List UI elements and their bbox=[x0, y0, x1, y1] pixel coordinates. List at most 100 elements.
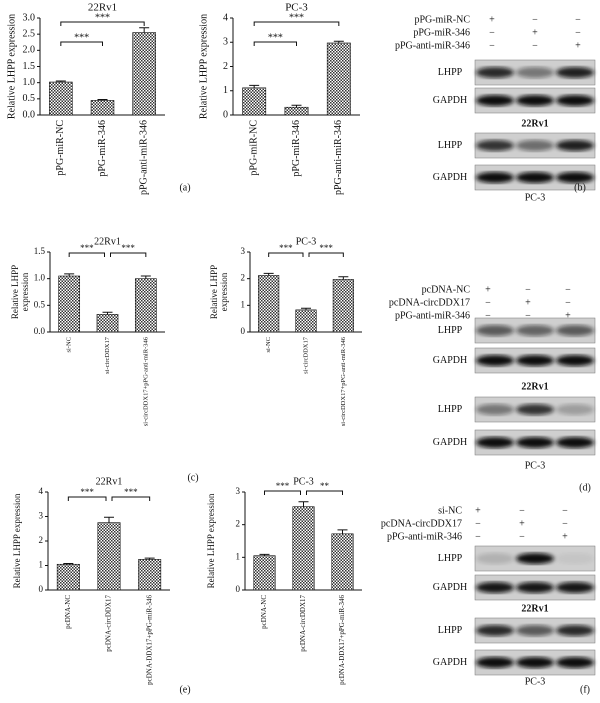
significance-label: *** bbox=[289, 12, 304, 23]
condition-label: si-NC bbox=[438, 505, 462, 516]
band-label: LHPP bbox=[438, 625, 463, 636]
band bbox=[476, 95, 514, 106]
band-label: GAPDH bbox=[433, 95, 467, 106]
band bbox=[556, 325, 594, 336]
band bbox=[476, 172, 514, 183]
band bbox=[476, 625, 514, 636]
band bbox=[516, 355, 554, 366]
error-bar bbox=[102, 311, 113, 315]
error-bar bbox=[63, 563, 74, 565]
y-axis-label: Relative LHPP expression bbox=[6, 14, 17, 119]
y-axis-label: Relative LHPP expression bbox=[12, 493, 22, 588]
y-axis-label: Relative LHPP bbox=[10, 265, 20, 319]
bar bbox=[258, 275, 280, 333]
condition-sign: − bbox=[525, 310, 531, 321]
panel-label: (e) bbox=[179, 684, 190, 695]
error-bar bbox=[97, 98, 108, 101]
y-tick-label: 2.0 bbox=[23, 45, 36, 56]
error-bar bbox=[291, 104, 302, 108]
bar bbox=[97, 522, 121, 591]
y-tick-label: 1 bbox=[236, 551, 241, 561]
band bbox=[516, 95, 554, 106]
condition-sign: − bbox=[475, 518, 481, 529]
bar bbox=[331, 533, 354, 591]
band bbox=[556, 67, 594, 78]
condition-sign: − bbox=[532, 14, 538, 25]
x-tick-label: si-circDDX17+pPG-anti-miR-346 bbox=[142, 336, 149, 426]
cell-line-label: 22Rv1 bbox=[521, 381, 548, 392]
error-bar bbox=[139, 27, 150, 33]
significance-label: *** bbox=[319, 243, 333, 253]
significance-bracket bbox=[268, 252, 304, 257]
error-bar bbox=[263, 272, 274, 276]
bar bbox=[96, 314, 119, 333]
band-label: GAPDH bbox=[433, 355, 467, 366]
significance-bracket bbox=[60, 21, 145, 26]
significance-label: ** bbox=[320, 481, 330, 491]
bar bbox=[292, 506, 315, 591]
significance-label: *** bbox=[80, 243, 94, 253]
condition-sign: + bbox=[565, 310, 571, 321]
band bbox=[476, 437, 514, 448]
condition-sign: + bbox=[475, 505, 481, 516]
band bbox=[476, 355, 514, 366]
cell-line-label: PC-3 bbox=[525, 460, 546, 471]
error-bar bbox=[259, 553, 270, 556]
y-axis-label: Relative LHPP expression bbox=[198, 14, 209, 119]
band bbox=[476, 67, 514, 78]
y-axis-label: Relative LHPP bbox=[209, 265, 219, 319]
x-tick-label: si-circDDX17+pPG-anti-miR-346 bbox=[340, 336, 347, 426]
significance-label: *** bbox=[95, 12, 110, 23]
chart-title: PC-3 bbox=[285, 2, 308, 14]
chart-title: PC-3 bbox=[293, 476, 314, 487]
significance-bracket bbox=[110, 252, 147, 257]
band bbox=[556, 140, 594, 151]
condition-sign: − bbox=[519, 531, 525, 542]
y-tick-label: 0 bbox=[241, 326, 246, 336]
y-tick-label: 3 bbox=[241, 246, 246, 256]
condition-label: pPG-anti-miR-346 bbox=[395, 40, 470, 51]
band bbox=[516, 553, 554, 564]
band-label: LHPP bbox=[438, 404, 463, 415]
condition-label: pcDNA-circDDX17 bbox=[389, 297, 470, 308]
band-label: GAPDH bbox=[433, 172, 467, 183]
condition-label: pPG-anti-miR-346 bbox=[387, 531, 462, 542]
band-label: LHPP bbox=[438, 140, 463, 151]
band bbox=[556, 553, 594, 564]
y-tick-label: 1 bbox=[39, 560, 44, 570]
bar bbox=[295, 309, 317, 333]
bar bbox=[242, 87, 267, 116]
y-axis-label: expression bbox=[219, 272, 229, 311]
chart-title: 22Rv1 bbox=[88, 2, 117, 14]
y-tick-label: 0 bbox=[39, 584, 44, 594]
y-tick-label: 1.0 bbox=[23, 77, 36, 88]
error-bar bbox=[144, 557, 155, 560]
x-tick-label: si-NC bbox=[66, 337, 73, 353]
band-label: LHPP bbox=[438, 67, 463, 78]
condition-sign: − bbox=[532, 40, 538, 51]
band bbox=[556, 404, 594, 415]
cell-line-label: PC-3 bbox=[525, 676, 546, 687]
y-tick-label: 0.5 bbox=[34, 299, 46, 309]
error-bar bbox=[333, 40, 344, 43]
significance-label: *** bbox=[74, 32, 89, 43]
condition-sign: + bbox=[532, 27, 538, 38]
x-tick-label: pPG-miR-346 bbox=[97, 120, 108, 177]
band-label: LHPP bbox=[438, 553, 463, 564]
y-tick-label: 4 bbox=[223, 12, 228, 23]
band bbox=[556, 625, 594, 636]
x-tick-label: pPG-anti-miR-346 bbox=[333, 120, 344, 195]
error-bar bbox=[298, 501, 309, 507]
y-tick-label: 3 bbox=[223, 37, 228, 48]
condition-sign: + bbox=[519, 518, 525, 529]
band bbox=[516, 582, 554, 593]
y-tick-label: 2 bbox=[241, 273, 246, 283]
chart-title: 22Rv1 bbox=[96, 476, 123, 487]
significance-label: *** bbox=[124, 487, 138, 497]
significance-label: *** bbox=[279, 243, 293, 253]
x-tick-label: pPG-miR-346 bbox=[291, 120, 302, 177]
band bbox=[516, 172, 554, 183]
band-label: GAPDH bbox=[433, 582, 467, 593]
y-tick-label: 1 bbox=[223, 85, 228, 96]
condition-sign: − bbox=[485, 310, 491, 321]
